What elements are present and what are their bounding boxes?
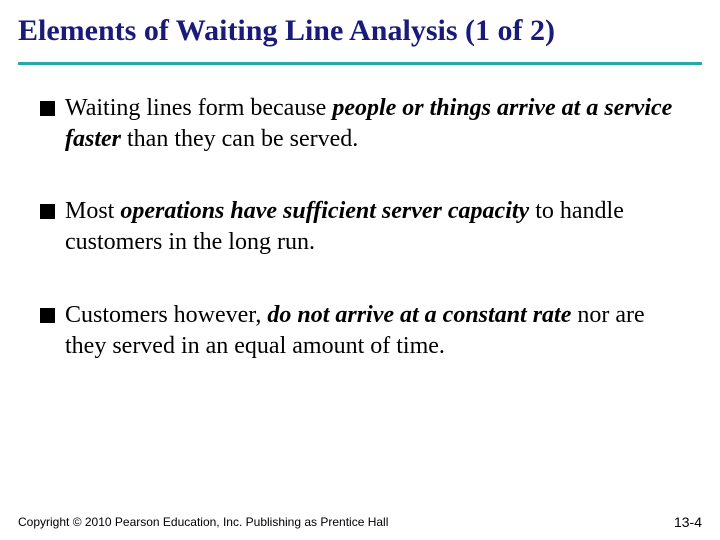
bullet-text: Customers however, do not arrive at a co…: [65, 300, 680, 361]
slide-number: 13-4: [674, 514, 702, 530]
bullet-item: Customers however, do not arrive at a co…: [40, 300, 680, 361]
square-bullet-icon: [40, 204, 55, 219]
bullet-text: Most operations have sufficient server c…: [65, 196, 680, 257]
slide-title: Elements of Waiting Line Analysis (1 of …: [0, 0, 720, 56]
bullet-text: Waiting lines form because people or thi…: [65, 93, 680, 154]
square-bullet-icon: [40, 101, 55, 116]
bullet-item: Waiting lines form because people or thi…: [40, 93, 680, 154]
bullet-item: Most operations have sufficient server c…: [40, 196, 680, 257]
square-bullet-icon: [40, 308, 55, 323]
copyright-text: Copyright © 2010 Pearson Education, Inc.…: [18, 515, 388, 530]
bullet-list: Waiting lines form because people or thi…: [0, 65, 720, 361]
slide-footer: Copyright © 2010 Pearson Education, Inc.…: [18, 514, 702, 530]
